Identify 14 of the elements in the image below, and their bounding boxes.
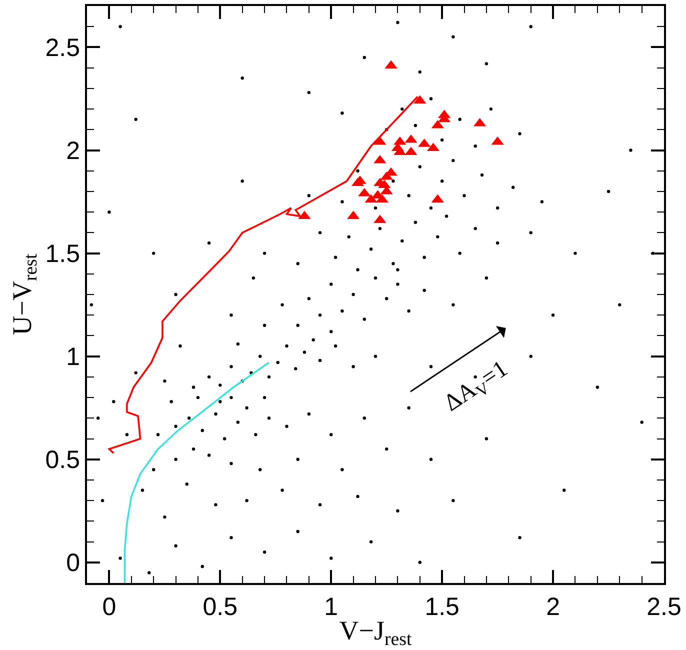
y-tick-label: 1 bbox=[66, 343, 80, 372]
y-tick-label: 0 bbox=[66, 549, 80, 578]
x-axis-title: V−J$_{rest}$ bbox=[339, 615, 413, 650]
x-tick-label: 2 bbox=[546, 593, 560, 621]
line-series bbox=[124, 362, 270, 583]
y-tick-label: 2 bbox=[66, 137, 80, 165]
x-tick-label: 0 bbox=[102, 593, 116, 621]
y-tick-label: 2.5 bbox=[45, 34, 80, 62]
y-tick-label: 0.5 bbox=[45, 446, 80, 474]
y-tick-label: 1.5 bbox=[45, 240, 80, 268]
x-tick-label: 2.5 bbox=[646, 593, 682, 621]
x-tick-label: 1.5 bbox=[424, 593, 460, 621]
x-tick-label: 0.5 bbox=[202, 593, 238, 621]
x-tick-label: 1 bbox=[324, 593, 338, 621]
